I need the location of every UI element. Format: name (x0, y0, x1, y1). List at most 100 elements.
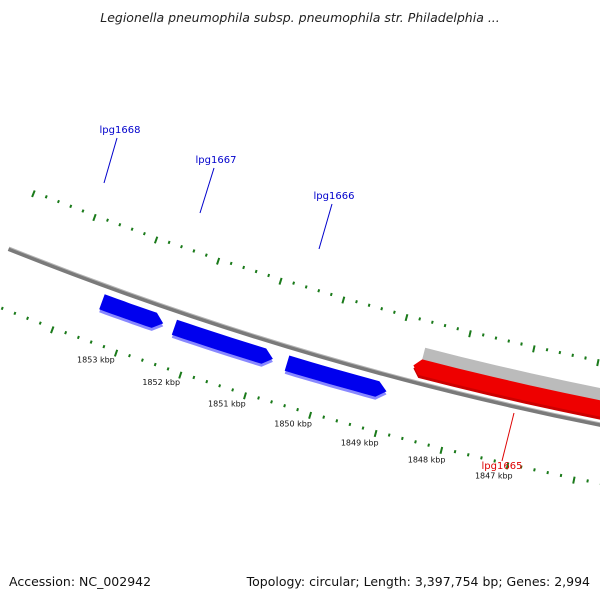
outer-minor-tick (335, 419, 339, 423)
outer-minor-tick (205, 379, 209, 384)
gene-leader-line (199, 167, 215, 214)
outer-minor-tick (218, 384, 222, 388)
outer-major-tick (572, 476, 576, 484)
outer-minor-tick (533, 468, 536, 472)
outer-minor-tick (493, 459, 496, 463)
gene-label-lpg1665[interactable]: lpg1665 (482, 461, 523, 472)
outer-minor-tick (466, 453, 470, 457)
forward-gene-arrow[interactable] (284, 355, 387, 397)
genome-backbone (7, 247, 600, 427)
outer-minor-tick (153, 362, 157, 367)
outer-minor-tick (546, 470, 549, 475)
inner-major-tick (31, 190, 36, 198)
outer-major-tick (243, 392, 247, 400)
outer-tick-ring (0, 306, 600, 485)
outer-minor-tick (140, 358, 144, 362)
inner-major-tick (153, 236, 159, 244)
inner-minor-tick (494, 336, 498, 340)
scale-label: 1852 kbp (142, 378, 180, 387)
inner-minor-tick (142, 231, 146, 236)
gene-labels: lpg1668 lpg1667 lpg1666 lpg1665 (100, 125, 523, 472)
inner-minor-tick (367, 303, 371, 307)
outer-minor-tick (0, 306, 4, 311)
inner-minor-tick (571, 353, 574, 357)
outer-minor-tick (414, 440, 417, 444)
scale-label: 1851 kbp (208, 400, 246, 409)
outer-minor-tick (427, 443, 430, 447)
outer-minor-tick (361, 426, 365, 430)
outer-minor-tick (102, 344, 106, 349)
outer-minor-tick (586, 479, 589, 483)
gene-leader-line (318, 203, 333, 250)
scale-label: 1848 kbp (408, 456, 446, 465)
inner-minor-tick (481, 333, 485, 337)
outer-minor-tick (480, 456, 483, 460)
scale-label: 1849 kbp (341, 438, 379, 447)
topology-summary: Topology: circular; Length: 3,397,754 bp… (246, 574, 590, 589)
outer-major-tick (178, 371, 183, 379)
outer-minor-tick (64, 330, 68, 335)
forward-gene-arrow[interactable] (171, 319, 273, 364)
outer-minor-tick (13, 311, 17, 316)
inner-minor-tick (456, 327, 460, 331)
inner-minor-tick (393, 310, 396, 314)
inner-minor-tick (254, 269, 258, 274)
outer-minor-tick (348, 422, 352, 427)
inner-minor-tick (431, 320, 434, 324)
gene-label-lpg1666[interactable]: lpg1666 (314, 191, 355, 202)
outer-minor-tick (401, 436, 404, 441)
inner-minor-tick (317, 289, 321, 293)
inner-minor-tick (167, 240, 171, 245)
outer-minor-tick (283, 404, 286, 408)
outer-major-tick (505, 462, 510, 470)
inner-minor-tick (443, 323, 447, 328)
inner-minor-tick (106, 218, 109, 222)
inner-minor-tick (192, 249, 196, 253)
scale-labels: 1853 kbp 1852 kbp 1851 kbp 1850 kbp 1849 kbp… (77, 355, 513, 480)
forward-gene-arrow[interactable] (99, 294, 164, 328)
outer-minor-tick (257, 396, 260, 400)
inner-minor-tick (304, 285, 308, 289)
inner-minor-tick (292, 281, 296, 285)
inner-minor-tick (584, 356, 587, 360)
inner-minor-tick (56, 199, 60, 204)
inner-major-tick (92, 213, 97, 222)
reverse-gene-shadow (421, 347, 600, 403)
gene-label-lpg1667[interactable]: lpg1667 (196, 155, 237, 166)
outer-minor-tick (519, 465, 523, 469)
reverse-gene-arrow[interactable] (413, 359, 600, 436)
outer-minor-tick (231, 388, 235, 392)
inner-major-tick (596, 358, 600, 367)
scale-label: 1847 kbp (475, 472, 513, 481)
inner-minor-tick (44, 195, 48, 199)
outer-minor-tick (559, 473, 563, 478)
inner-minor-tick (267, 273, 271, 278)
inner-minor-tick (329, 292, 333, 297)
outer-minor-tick (387, 433, 391, 437)
inner-minor-tick (507, 339, 511, 343)
map-title: Legionella pneumophila subsp. pneumophil… (100, 10, 500, 25)
scale-label: 1850 kbp (274, 420, 312, 429)
inner-major-tick (341, 296, 346, 304)
inner-minor-tick (242, 265, 246, 270)
inner-minor-tick (229, 261, 233, 266)
outer-minor-tick (26, 316, 30, 321)
outer-major-tick (113, 349, 119, 357)
inner-major-tick (216, 257, 221, 265)
inner-minor-tick (558, 350, 562, 355)
gene-features (99, 294, 600, 436)
outer-major-tick (439, 446, 444, 455)
outer-minor-tick (270, 400, 273, 404)
outer-minor-tick (322, 415, 326, 419)
inner-major-tick (468, 330, 472, 338)
inner-minor-tick (545, 348, 549, 352)
inner-minor-tick (418, 317, 422, 321)
inner-minor-tick (180, 244, 183, 249)
outer-minor-tick (296, 407, 299, 412)
gene-label-lpg1668[interactable]: lpg1668 (100, 125, 141, 136)
inner-minor-tick (81, 209, 85, 213)
inner-major-tick (278, 277, 283, 285)
outer-minor-tick (128, 353, 131, 358)
